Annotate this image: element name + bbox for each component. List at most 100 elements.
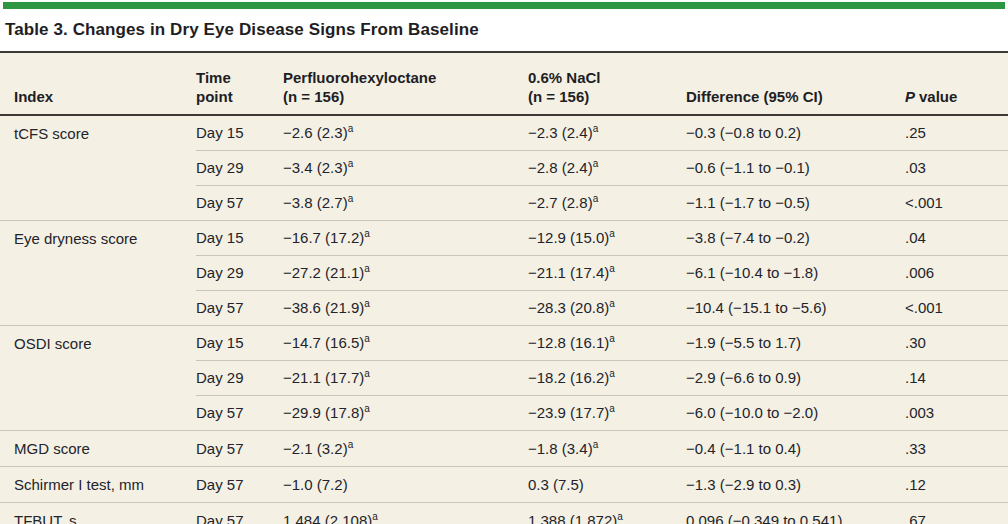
header-label: (n = 156) bbox=[283, 87, 522, 106]
time-point-cell: Day 57 bbox=[196, 503, 283, 524]
index-cell: TFBUT, s bbox=[0, 503, 196, 524]
index-cell: Eye dryness score bbox=[0, 221, 196, 326]
header-label: point bbox=[196, 87, 277, 106]
footnote-marker: a bbox=[348, 158, 354, 169]
difference-cell: −0.3 (−0.8 to 0.2) bbox=[686, 115, 905, 151]
difference-cell: −1.1 (−1.7 to −0.5) bbox=[686, 186, 905, 221]
col-header-index: Index bbox=[0, 53, 196, 115]
table-row: MGD scoreDay 57−2.1 (3.2)a−1.8 (3.4)a−0.… bbox=[0, 431, 1008, 467]
time-point-cell: Day 29 bbox=[196, 361, 283, 396]
footnote-marker: a bbox=[617, 511, 623, 522]
time-point-cell: Day 57 bbox=[196, 396, 283, 431]
perfluorohexyloctane-cell: −16.7 (17.2)a bbox=[283, 221, 528, 256]
perfluorohexyloctane-cell: −29.9 (17.8)a bbox=[283, 396, 528, 431]
p-value-cell: .33 bbox=[905, 431, 1008, 467]
difference-cell: −6.1 (−10.4 to −1.8) bbox=[686, 256, 905, 291]
footnote-marker: a bbox=[609, 298, 615, 309]
page: Table 3. Changes in Dry Eye Disease Sign… bbox=[0, 0, 1008, 524]
p-value-cell: .67 bbox=[905, 503, 1008, 524]
footnote-marker: a bbox=[364, 263, 370, 274]
col-header-time-point: Time point bbox=[196, 53, 283, 115]
perfluorohexyloctane-cell: −2.1 (3.2)a bbox=[283, 431, 528, 467]
difference-cell: −0.6 (−1.1 to −0.1) bbox=[686, 151, 905, 186]
header-label: Perfluorohexyloctane bbox=[283, 68, 522, 87]
time-point-cell: Day 57 bbox=[196, 431, 283, 467]
p-value-cell: <.001 bbox=[905, 291, 1008, 326]
index-cell: MGD score bbox=[0, 431, 196, 467]
perfluorohexyloctane-cell: −14.7 (16.5)a bbox=[283, 326, 528, 361]
difference-cell: −2.9 (−6.6 to 0.9) bbox=[686, 361, 905, 396]
nacl-cell: −2.3 (2.4)a bbox=[528, 115, 686, 151]
header-row: Index Time point Perfluorohexyloctane (n… bbox=[0, 53, 1008, 115]
table-header: Index Time point Perfluorohexyloctane (n… bbox=[0, 53, 1008, 115]
footnote-marker: a bbox=[372, 511, 378, 522]
table-title: Table 3. Changes in Dry Eye Disease Sign… bbox=[5, 20, 1003, 40]
difference-cell: −10.4 (−15.1 to −5.6) bbox=[686, 291, 905, 326]
time-point-cell: Day 15 bbox=[196, 221, 283, 256]
header-label: Difference (95% CI) bbox=[686, 87, 899, 106]
index-cell: tCFS score bbox=[0, 115, 196, 221]
footnote-marker: a bbox=[593, 158, 599, 169]
header-label: Pvalue bbox=[905, 87, 1002, 106]
nacl-cell: −28.3 (20.8)a bbox=[528, 291, 686, 326]
perfluorohexyloctane-cell: 1.484 (2.108)a bbox=[283, 503, 528, 524]
footnote-marker: a bbox=[364, 333, 370, 344]
difference-cell: −0.4 (−1.1 to 0.4) bbox=[686, 431, 905, 467]
p-value-cell: .03 bbox=[905, 151, 1008, 186]
nacl-cell: −12.8 (16.1)a bbox=[528, 326, 686, 361]
footnote-marker: a bbox=[609, 368, 615, 379]
col-header-difference: Difference (95% CI) bbox=[686, 53, 905, 115]
index-cell: OSDI score bbox=[0, 326, 196, 431]
perfluorohexyloctane-cell: −27.2 (21.1)a bbox=[283, 256, 528, 291]
header-label: (n = 156) bbox=[528, 87, 680, 106]
p-value-cell: .25 bbox=[905, 115, 1008, 151]
time-point-cell: Day 15 bbox=[196, 326, 283, 361]
time-point-cell: Day 57 bbox=[196, 186, 283, 221]
time-point-cell: Day 29 bbox=[196, 151, 283, 186]
results-table: Index Time point Perfluorohexyloctane (n… bbox=[0, 53, 1008, 524]
col-header-perfluorohexyloctane: Perfluorohexyloctane (n = 156) bbox=[283, 53, 528, 115]
difference-cell: −3.8 (−7.4 to −0.2) bbox=[686, 221, 905, 256]
time-point-cell: Day 57 bbox=[196, 467, 283, 503]
nacl-cell: −12.9 (15.0)a bbox=[528, 221, 686, 256]
p-value-cell: .04 bbox=[905, 221, 1008, 256]
footnote-marker: a bbox=[593, 439, 599, 450]
nacl-cell: −2.7 (2.8)a bbox=[528, 186, 686, 221]
time-point-cell: Day 29 bbox=[196, 256, 283, 291]
difference-cell: −1.9 (−5.5 to 1.7) bbox=[686, 326, 905, 361]
p-value-cell: <.001 bbox=[905, 186, 1008, 221]
footnote-marker: a bbox=[593, 123, 599, 134]
accent-bar bbox=[3, 2, 1005, 9]
table-row: Eye dryness scoreDay 15−16.7 (17.2)a−12.… bbox=[0, 221, 1008, 256]
col-header-p-value: Pvalue bbox=[905, 53, 1008, 115]
difference-cell: 0.096 (−0.349 to 0.541) bbox=[686, 503, 905, 524]
footnote-marker: a bbox=[609, 263, 615, 274]
difference-cell: −1.3 (−2.9 to 0.3) bbox=[686, 467, 905, 503]
nacl-cell: −18.2 (16.2)a bbox=[528, 361, 686, 396]
footnote-marker: a bbox=[609, 333, 615, 344]
footnote-marker: a bbox=[364, 228, 370, 239]
p-value-cell: .14 bbox=[905, 361, 1008, 396]
nacl-cell: −21.1 (17.4)a bbox=[528, 256, 686, 291]
time-point-cell: Day 57 bbox=[196, 291, 283, 326]
table-row: TFBUT, sDay 571.484 (2.108)a1.388 (1.872… bbox=[0, 503, 1008, 524]
footnote-marker: a bbox=[609, 403, 615, 414]
perfluorohexyloctane-cell: −3.8 (2.7)a bbox=[283, 186, 528, 221]
footnote-marker: a bbox=[593, 193, 599, 204]
footnote-marker: a bbox=[364, 368, 370, 379]
nacl-cell: 0.3 (7.5) bbox=[528, 467, 686, 503]
footnote-marker: a bbox=[364, 298, 370, 309]
footnote-marker: a bbox=[348, 123, 354, 134]
footnote-marker: a bbox=[348, 193, 354, 204]
perfluorohexyloctane-cell: −21.1 (17.7)a bbox=[283, 361, 528, 396]
col-header-nacl: 0.6% NaCl (n = 156) bbox=[528, 53, 686, 115]
table-body: tCFS scoreDay 15−2.6 (2.3)a−2.3 (2.4)a−0… bbox=[0, 115, 1008, 524]
header-label: Time bbox=[196, 68, 277, 87]
perfluorohexyloctane-cell: −3.4 (2.3)a bbox=[283, 151, 528, 186]
footnote-marker: a bbox=[348, 439, 354, 450]
footnote-marker: a bbox=[609, 228, 615, 239]
footnote-marker: a bbox=[364, 403, 370, 414]
p-value-cell: .003 bbox=[905, 396, 1008, 431]
time-point-cell: Day 15 bbox=[196, 115, 283, 151]
nacl-cell: −2.8 (2.4)a bbox=[528, 151, 686, 186]
